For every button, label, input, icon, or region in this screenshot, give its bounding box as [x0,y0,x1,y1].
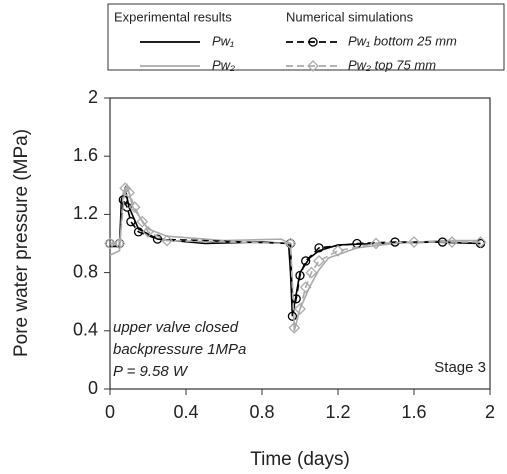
x-tick-label: 0 [105,402,115,422]
series-line [110,186,481,329]
legend-header: Numerical simulations [286,9,414,24]
marker [446,236,458,248]
y-axis-label: Pore water pressure (MPa) [11,129,32,357]
legend-box [107,3,505,71]
legend-marker [308,37,318,47]
legend-marker [307,60,319,72]
series-line [110,185,481,317]
x-tick-label: 2 [485,402,495,422]
marker [104,237,116,250]
marker [126,217,136,227]
x-axis-label: Time (days) [250,449,350,470]
marker [294,303,306,315]
marker [287,311,298,321]
marker [152,234,163,244]
marker [128,201,141,214]
y-tick-label: 1.2 [73,203,98,223]
marker [284,237,297,250]
y-tick-label: 0 [88,378,98,398]
marker [370,237,382,250]
marker [332,244,344,257]
marker [288,321,301,334]
legend-label: Pw₁ bottom 25 mm [348,33,457,48]
legend-label: Pw₂ [212,57,235,72]
y-tick-label: 0.8 [73,261,98,281]
annotation: backpressure 1MPa [113,341,246,358]
y-tick-label: 1.6 [73,145,98,165]
marker [313,255,325,267]
x-tick-label: 1.2 [325,402,350,422]
marker [113,237,126,250]
y-tick-label: 0.4 [73,320,98,340]
legend-header: Experimental results [114,9,232,24]
marker [136,215,149,228]
marker [301,256,311,266]
x-tick-label: 0.8 [249,402,274,422]
annotation: P = 9.58 W [113,363,189,380]
x-tick-label: 1.6 [401,402,426,422]
marker [299,281,312,294]
y-tick-label: 2 [88,87,98,107]
series-line [110,197,481,317]
annotation: upper valve closed [113,319,239,336]
x-tick-label: 0.4 [173,402,198,422]
marker [295,270,305,281]
marker [305,266,318,279]
marker [408,236,420,248]
marker [161,234,173,247]
legend-label: Pw₁ [212,33,234,48]
marker [123,186,135,199]
marker [314,243,324,253]
marker [474,236,487,248]
annotation: Stage 3 [434,359,486,376]
legend-label: Pw₂ top 75 mm [348,57,436,72]
marker [142,225,154,238]
